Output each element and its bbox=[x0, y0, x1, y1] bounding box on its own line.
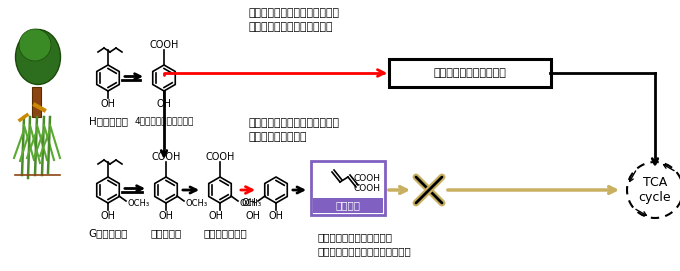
Text: OH: OH bbox=[101, 99, 116, 109]
Text: 遠伝子組換えにより、微生物を: 遠伝子組換えにより、微生物を bbox=[248, 8, 339, 18]
Text: OH: OH bbox=[156, 99, 171, 109]
Text: 遠伝子組換えによりムコン酸を: 遠伝子組換えによりムコン酸を bbox=[248, 118, 339, 128]
Text: COOH: COOH bbox=[205, 152, 235, 162]
Text: OH: OH bbox=[101, 211, 116, 221]
Text: 4･ヒドロキシ安息香酸: 4･ヒドロキシ安息香酸 bbox=[135, 116, 194, 125]
Text: バニリン酸: バニリン酸 bbox=[150, 228, 182, 238]
Text: COOH: COOH bbox=[150, 40, 179, 50]
Text: ムコン酸: ムコン酸 bbox=[335, 200, 360, 210]
Text: OH: OH bbox=[242, 198, 257, 208]
Text: 合成する経路を導入: 合成する経路を導入 bbox=[248, 132, 307, 142]
Text: COOH: COOH bbox=[152, 152, 181, 162]
Bar bbox=[313, 198, 383, 213]
Bar bbox=[32, 87, 41, 117]
Text: 遠伝子組換えにより機能させない: 遠伝子組換えにより機能させない bbox=[317, 246, 411, 256]
Text: OCH₃: OCH₃ bbox=[127, 198, 149, 208]
Text: COOH: COOH bbox=[354, 174, 381, 183]
Text: OH: OH bbox=[209, 211, 224, 221]
Text: 増殖させる代謝経路を再編成: 増殖させる代謝経路を再編成 bbox=[248, 22, 333, 32]
Text: OCH₃: OCH₃ bbox=[239, 198, 261, 208]
Text: OH: OH bbox=[246, 211, 261, 221]
Ellipse shape bbox=[16, 30, 61, 85]
Text: COOH: COOH bbox=[354, 184, 381, 193]
Text: OH: OH bbox=[269, 211, 284, 221]
Text: プロトカテク酸: プロトカテク酸 bbox=[203, 228, 247, 238]
Text: OCH₃: OCH₃ bbox=[185, 198, 207, 208]
Text: プロトカテク酸代謝経路: プロトカテク酸代謝経路 bbox=[434, 68, 507, 78]
Text: G･リグニン: G･リグニン bbox=[88, 228, 128, 238]
Text: H･リグニン: H･リグニン bbox=[88, 116, 128, 126]
Text: 本来機能する代謝経路を、: 本来機能する代謝経路を、 bbox=[317, 232, 392, 242]
Text: TCA
cycle: TCA cycle bbox=[639, 176, 671, 204]
FancyBboxPatch shape bbox=[311, 161, 385, 215]
Text: OH: OH bbox=[158, 211, 173, 221]
FancyBboxPatch shape bbox=[389, 59, 551, 87]
Ellipse shape bbox=[19, 29, 51, 61]
